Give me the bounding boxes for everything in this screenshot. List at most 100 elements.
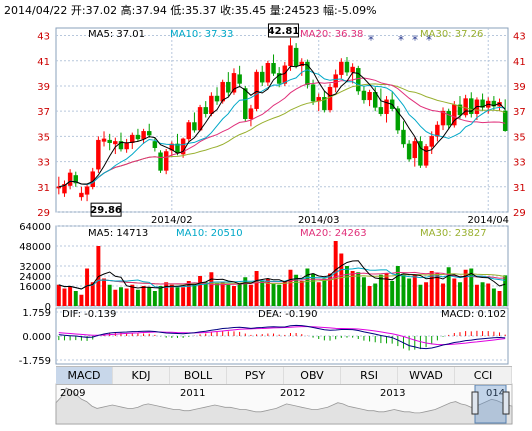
max-price-label: 42.81 bbox=[268, 26, 300, 37]
candle-body bbox=[327, 86, 333, 111]
navigator-right-handle[interactable] bbox=[502, 391, 510, 415]
volume-bar bbox=[373, 283, 378, 306]
navigator-year-label: 014 bbox=[486, 388, 505, 399]
tab-macd[interactable]: MACD bbox=[56, 367, 113, 384]
candle-body bbox=[293, 47, 299, 67]
price-ma10-line bbox=[58, 69, 506, 188]
volume-bar bbox=[226, 284, 231, 306]
volume-bar bbox=[480, 282, 485, 306]
volume-bar bbox=[452, 278, 457, 306]
candle-body bbox=[440, 110, 446, 126]
volume-axis-label: 48000 bbox=[19, 242, 51, 253]
max-price-box bbox=[267, 23, 299, 38]
low-value: 35.37 bbox=[185, 4, 217, 17]
candle-body bbox=[378, 107, 384, 114]
candle-body bbox=[237, 74, 242, 84]
volume-bar bbox=[378, 274, 383, 306]
candle-body bbox=[457, 104, 463, 116]
candle-body bbox=[310, 84, 316, 102]
tab-wvad[interactable]: WVAD bbox=[398, 367, 455, 384]
volume-bar bbox=[215, 283, 220, 306]
tab-kdj[interactable]: KDJ bbox=[113, 367, 170, 384]
high-value: 37.94 bbox=[135, 4, 167, 17]
navigator-year-label: 2011 bbox=[180, 388, 205, 399]
candle-body bbox=[135, 134, 141, 140]
candle-body bbox=[192, 122, 197, 131]
min-price-label: 29.86 bbox=[90, 205, 122, 216]
candle-body bbox=[113, 141, 118, 145]
volume-bar bbox=[102, 278, 107, 306]
candle-body bbox=[406, 143, 412, 160]
volume-bar bbox=[418, 284, 423, 306]
candle-body bbox=[186, 122, 192, 140]
candle-body bbox=[435, 124, 440, 137]
volume-bar bbox=[130, 284, 135, 306]
candle-body bbox=[288, 45, 293, 67]
volume-bar bbox=[333, 241, 338, 306]
candle-body bbox=[180, 138, 186, 155]
volume-bar bbox=[265, 278, 270, 306]
volume-bar bbox=[141, 286, 146, 306]
candle-body bbox=[276, 73, 282, 84]
candle-body bbox=[146, 131, 152, 136]
volume-bar bbox=[384, 273, 389, 306]
volume-legend-3: MA20: 24263 bbox=[300, 228, 367, 239]
volume-bar bbox=[486, 283, 491, 306]
tab-psy[interactable]: PSY bbox=[227, 367, 284, 384]
macd-axis-label: 0.000 bbox=[22, 332, 51, 343]
volume-bar bbox=[248, 284, 253, 306]
volume-axis-label: 32000 bbox=[19, 262, 51, 273]
volume-bar bbox=[118, 287, 123, 306]
candle-body bbox=[305, 61, 310, 85]
volume-label: 量: bbox=[269, 4, 285, 17]
candle-body bbox=[356, 68, 361, 92]
candle-body bbox=[469, 98, 474, 114]
candle-body bbox=[491, 100, 497, 107]
candle-body bbox=[124, 142, 129, 150]
price-legend-3: MA20: 36.38 bbox=[300, 29, 363, 40]
change-value: -5.09% bbox=[337, 4, 377, 17]
min-price-box bbox=[90, 202, 122, 217]
volume-bar bbox=[181, 287, 186, 306]
volume-bar bbox=[192, 283, 197, 306]
volume-axis-label: 64000 bbox=[19, 222, 51, 233]
candle-body bbox=[412, 141, 418, 159]
volume-bar bbox=[322, 278, 327, 306]
candle-body bbox=[401, 129, 406, 145]
price-axis-label-right: 31 bbox=[513, 183, 526, 194]
candle-body bbox=[118, 141, 124, 150]
volume-axis-label: 16000 bbox=[19, 282, 51, 293]
tab-cci[interactable]: CCI bbox=[455, 367, 512, 384]
volume-bar bbox=[135, 289, 140, 306]
volume-bar bbox=[441, 283, 446, 306]
tab-boll[interactable]: BOLL bbox=[170, 367, 227, 384]
star-marker: * bbox=[412, 33, 418, 47]
candle-body bbox=[96, 139, 101, 170]
volume-bar bbox=[395, 266, 400, 306]
candle-body bbox=[84, 186, 90, 195]
change-label: 幅: bbox=[323, 4, 338, 17]
volume-bar bbox=[311, 273, 316, 306]
candle-body bbox=[502, 110, 508, 131]
volume-bar bbox=[124, 288, 129, 306]
volume-bar bbox=[220, 282, 225, 306]
volume-bar bbox=[463, 269, 468, 306]
volume-bar bbox=[294, 274, 299, 306]
candle-body bbox=[259, 71, 265, 83]
price-axis-label-left: 29 bbox=[37, 208, 50, 219]
price-axis-label-left: 33 bbox=[37, 158, 50, 169]
tab-rsi[interactable]: RSI bbox=[341, 367, 398, 384]
navigator-left-handle[interactable] bbox=[471, 391, 479, 415]
macd-legend-3: MACD: 0.102 bbox=[441, 309, 506, 320]
candle-body bbox=[158, 152, 163, 171]
volume-bar bbox=[158, 286, 163, 306]
date-axis-label: 2014/03 bbox=[298, 215, 340, 226]
price-axis-label-left: 39 bbox=[37, 82, 50, 93]
volume-bar bbox=[305, 268, 310, 306]
price-ma20-line bbox=[58, 77, 506, 188]
volume-bar bbox=[299, 281, 304, 306]
volume-bar bbox=[277, 284, 282, 306]
tab-obv[interactable]: OBV bbox=[284, 367, 341, 384]
candle-body bbox=[152, 141, 158, 148]
